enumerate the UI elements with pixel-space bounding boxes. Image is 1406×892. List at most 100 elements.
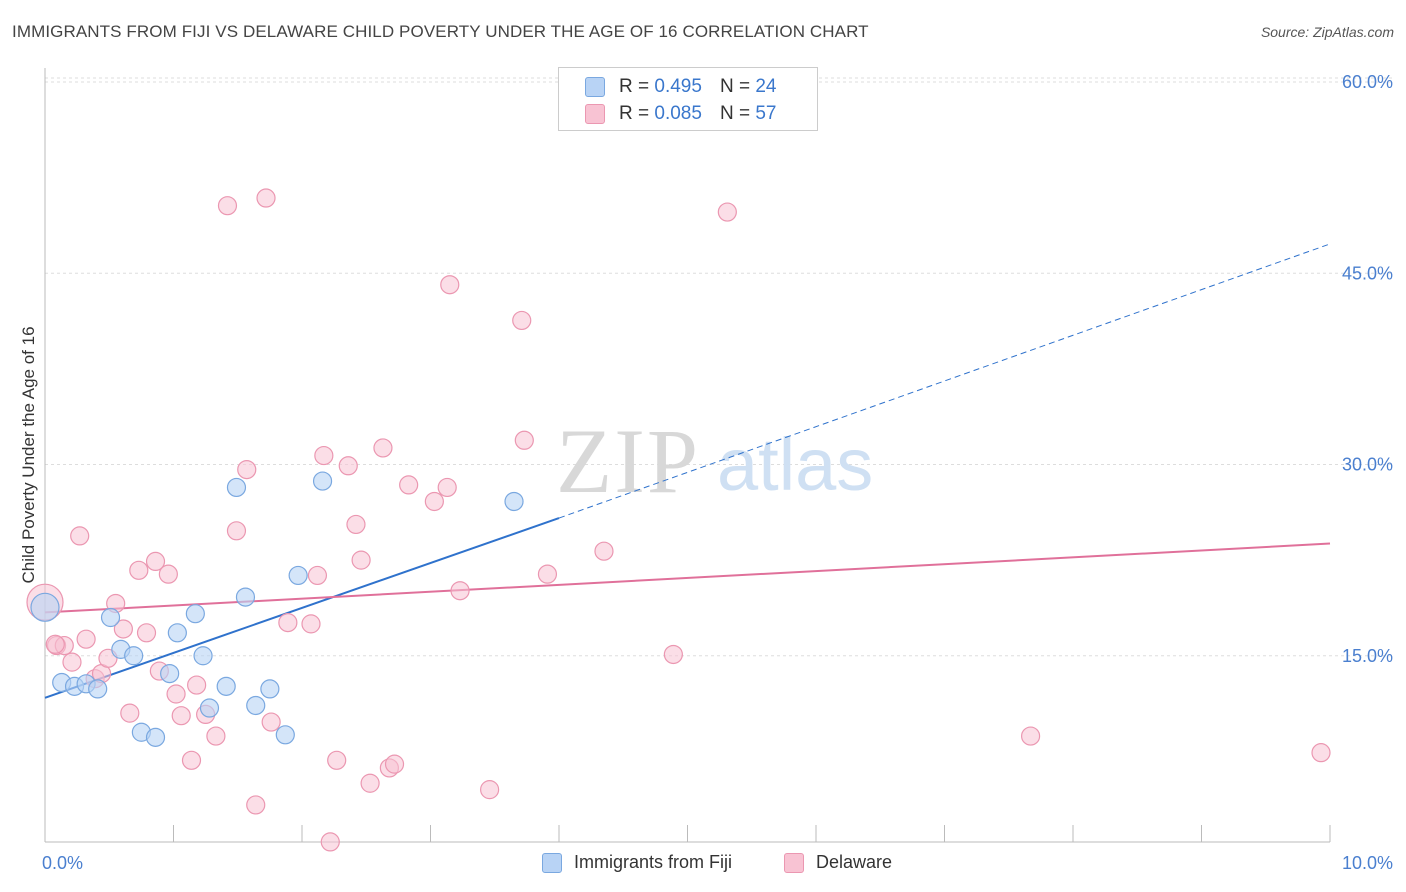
delaware-swatch (585, 104, 605, 124)
fiji-point (216, 676, 236, 696)
delaware-point (594, 541, 614, 561)
fiji-point (30, 592, 60, 622)
fiji-point (288, 565, 308, 586)
delaware-point (166, 684, 186, 704)
delaware-point (45, 634, 65, 654)
delaware-point (450, 581, 470, 601)
delaware-point (226, 521, 247, 541)
delaware-point (261, 712, 281, 732)
delaware-point (360, 773, 380, 793)
fiji-point (275, 725, 295, 745)
axes: 0.0% 10.0% (42, 68, 1393, 873)
delaware-point (424, 491, 444, 512)
chart-title: IMMIGRANTS FROM FIJI VS DELAWARE CHILD P… (12, 22, 869, 41)
fiji-point (88, 679, 108, 699)
source-label: Source: ZipAtlas.com (1260, 24, 1394, 40)
delaware-point (129, 560, 149, 580)
legend-fiji-r-value: 0.495 (654, 76, 702, 97)
legend-fiji-n-label: N = (719, 76, 751, 97)
fiji-point (504, 491, 524, 512)
delaware-point (206, 726, 226, 746)
bottom-fiji-swatch (542, 852, 562, 873)
delaware-point (278, 612, 298, 633)
delaware-point (437, 477, 457, 498)
legend-fiji-r-label: R = (619, 76, 650, 97)
y-tick-label: 30.0% (1342, 455, 1393, 475)
fiji-point (160, 663, 180, 684)
fiji-point (260, 679, 280, 699)
delaware-point (346, 514, 366, 535)
y-tick-label: 15.0% (1342, 646, 1393, 666)
delaware-point (256, 188, 276, 208)
delaware-point (373, 438, 393, 458)
delaware-point (338, 456, 358, 476)
fiji-point (124, 646, 144, 666)
fiji-trend-line (44, 517, 560, 699)
y-tick-label: 60.0% (1342, 72, 1393, 92)
fiji-point (226, 477, 247, 498)
stats-legend: R = 0.495 N = 24 R = 0.085 N = 57 (558, 67, 818, 131)
fiji-point (185, 604, 205, 624)
bottom-legend-delaware: Delaware (784, 852, 892, 873)
delaware-points (26, 188, 1331, 852)
delaware-point (217, 196, 238, 216)
x-tick-label: 10.0% (1342, 853, 1393, 873)
delaware-point (537, 564, 558, 584)
fiji-point (246, 695, 266, 716)
delaware-point (327, 750, 347, 770)
delaware-point (307, 565, 328, 586)
delaware-point (480, 780, 500, 800)
delaware-point (351, 550, 371, 570)
fiji-point (312, 471, 333, 491)
fiji-points (30, 471, 524, 747)
delaware-point (440, 275, 460, 295)
delaware-point (76, 629, 96, 649)
y-axis-label: Child Poverty Under the Age of 16 (19, 326, 38, 583)
fiji-point (167, 623, 187, 643)
fiji-point (199, 698, 220, 718)
delaware-point (514, 430, 534, 450)
legend-delaware-r-value: 0.085 (654, 103, 702, 124)
delaware-point (399, 475, 419, 495)
delaware-point (512, 310, 532, 331)
watermark: ZIP atlas (556, 410, 873, 512)
delaware-point (136, 623, 157, 643)
delaware-point (301, 614, 321, 634)
bottom-fiji-label: Immigrants from Fiji (574, 852, 733, 872)
delaware-trend-line (44, 542, 1331, 614)
legend-delaware-n-label: N = (719, 103, 751, 124)
delaware-point (320, 832, 340, 852)
legend-delaware-n-value: 57 (755, 103, 777, 124)
delaware-point (158, 564, 178, 584)
delaware-point (663, 644, 683, 665)
delaware-point (171, 706, 191, 726)
watermark-zip: ZIP (556, 410, 700, 512)
fiji-point (100, 607, 121, 628)
fiji-trend-extension (558, 243, 1331, 519)
trend-lines (44, 243, 1331, 699)
delaware-point (384, 754, 405, 774)
delaware-point (145, 551, 166, 572)
delaware-point (113, 619, 133, 639)
delaware-point (120, 703, 140, 723)
delaware-point (62, 652, 82, 672)
fiji-point (193, 646, 213, 666)
legend-delaware-r-label: R = (619, 103, 650, 124)
delaware-point (187, 675, 207, 695)
delaware-point (314, 445, 334, 466)
fiji-swatch (585, 77, 605, 97)
legend-row-delaware: R = 0.085 N = 57 (585, 102, 776, 126)
delaware-point (1020, 726, 1041, 746)
delaware-point (717, 202, 737, 222)
legend-fiji-n-value: 24 (755, 76, 777, 97)
delaware-point (237, 460, 257, 480)
watermark-atlas: atlas (717, 423, 873, 506)
delaware-point (1311, 743, 1331, 763)
delaware-point (181, 750, 202, 770)
bottom-legend-fiji: Immigrants from Fiji (542, 852, 732, 873)
legend-row-fiji: R = 0.495 N = 24 (585, 75, 776, 99)
fiji-point (145, 727, 166, 747)
delaware-point (246, 795, 266, 815)
bottom-delaware-label: Delaware (816, 852, 893, 872)
